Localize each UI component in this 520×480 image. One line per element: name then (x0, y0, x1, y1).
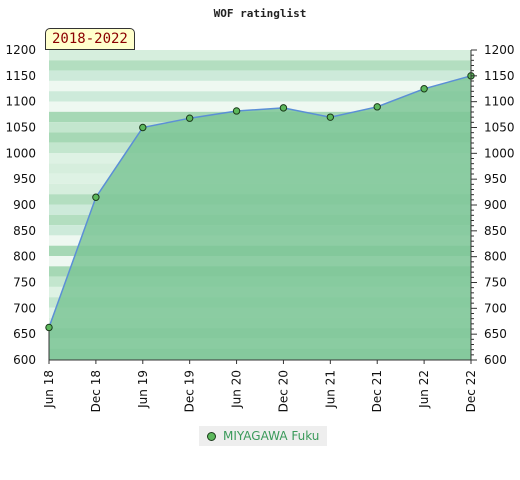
y-tick-label-left: 1100 (5, 95, 36, 109)
y-tick-label-left: 750 (13, 276, 36, 290)
x-tick-label: Dec 19 (183, 370, 197, 412)
data-point[interactable] (139, 123, 147, 132)
x-axis: Jun 18 Dec 18 Jun 19 Dec 19 Jun 20 Dec 20 Jun … (42, 359, 478, 412)
y-tick-label-left: 1050 (5, 121, 36, 135)
x-tick-label: Jun 21 (323, 370, 337, 409)
period-badge: 2018-2022 (45, 28, 135, 50)
background-band (49, 60, 471, 71)
background-band (49, 70, 471, 81)
y-tick-label-left: 1200 (5, 43, 36, 57)
series-line (48, 75, 472, 328)
y-axis-right: 600 650 700 750 800 850 900 950 1000 1050 1100 1150… (470, 43, 515, 367)
chart-title: WOF ratinglist (214, 7, 307, 20)
x-tick-label: Dec 20 (276, 370, 290, 412)
y-tick-label-left: 950 (13, 172, 36, 186)
y-tick-label-right: 650 (484, 327, 507, 341)
y-tick-label-right: 1000 (484, 146, 515, 160)
legend-marker-icon (207, 431, 216, 441)
series-points (45, 72, 475, 332)
y-tick-label-right: 900 (484, 198, 507, 212)
y-tick-label-right: 700 (484, 301, 507, 315)
y-tick-label-left: 900 (13, 198, 36, 212)
y-tick-label-left: 1150 (5, 69, 36, 83)
data-point[interactable] (232, 107, 241, 115)
y-tick-label-right: 850 (484, 224, 507, 238)
x-tick-label: Jun 20 (230, 370, 244, 409)
y-axis-left: 600 650 700 750 800 850 900 950 1000 1050 1100 1150… (5, 43, 36, 367)
data-point[interactable] (45, 323, 53, 332)
y-tick-label-right: 950 (484, 172, 507, 186)
x-tick-label: Dec 21 (370, 370, 384, 412)
x-tick-label: Dec 18 (89, 370, 103, 412)
background-band (49, 91, 471, 102)
data-point[interactable] (326, 113, 335, 121)
y-tick-label-left: 650 (13, 327, 36, 341)
legend[interactable]: MIYAGAWA Fuku (199, 426, 328, 446)
y-tick-label-right: 800 (484, 250, 507, 264)
background-band (49, 101, 471, 112)
data-point[interactable] (279, 104, 288, 112)
x-tick-label: Jun 18 (42, 370, 56, 409)
data-point[interactable] (185, 114, 194, 122)
x-tick-label: Jun 22 (417, 370, 431, 409)
background-band (49, 80, 471, 92)
y-tick-label-left: 1000 (5, 146, 36, 160)
background-band (49, 50, 471, 61)
data-point[interactable] (420, 85, 428, 93)
y-tick-label-right: 1200 (484, 43, 515, 57)
y-tick-label-right: 600 (484, 353, 507, 367)
series-area (49, 75, 471, 361)
y-tick-label-left: 700 (13, 301, 36, 315)
y-tick-label-right: 1150 (484, 69, 515, 83)
y-tick-label-right: 1100 (484, 95, 515, 109)
x-tick-label: Dec 22 (464, 370, 478, 412)
y-tick-label-right: 750 (484, 276, 507, 290)
y-tick-label-left: 600 (13, 353, 36, 367)
data-point[interactable] (92, 193, 100, 201)
y-tick-label-left: 850 (13, 224, 36, 238)
legend-label: MIYAGAWA Fuku (223, 429, 320, 443)
y-tick-label-right: 1050 (484, 121, 515, 135)
y-tick-label-left: 800 (13, 250, 36, 264)
data-point[interactable] (373, 103, 381, 111)
x-tick-label: Jun 19 (136, 370, 150, 409)
